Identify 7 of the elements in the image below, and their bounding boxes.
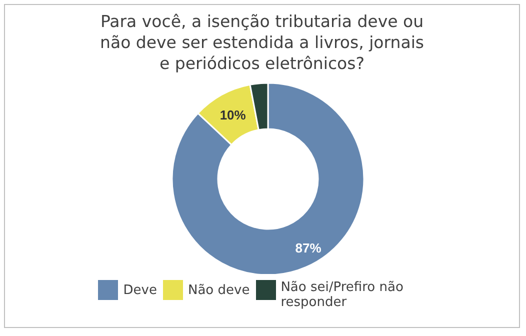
donut-slice [171, 82, 365, 274]
legend-label: Não deve [188, 282, 250, 298]
legend-label: Não sei/Prefiro não responder [280, 280, 404, 310]
data-label: 87% [295, 240, 322, 256]
chart-title: Para você, a isenção tributaria deve ou não deve ser estendida a livros, jornais e periódicos eletrônicos? [99, 11, 425, 74]
legend-label: Deve [123, 282, 157, 298]
data-label: 10% [220, 108, 246, 123]
